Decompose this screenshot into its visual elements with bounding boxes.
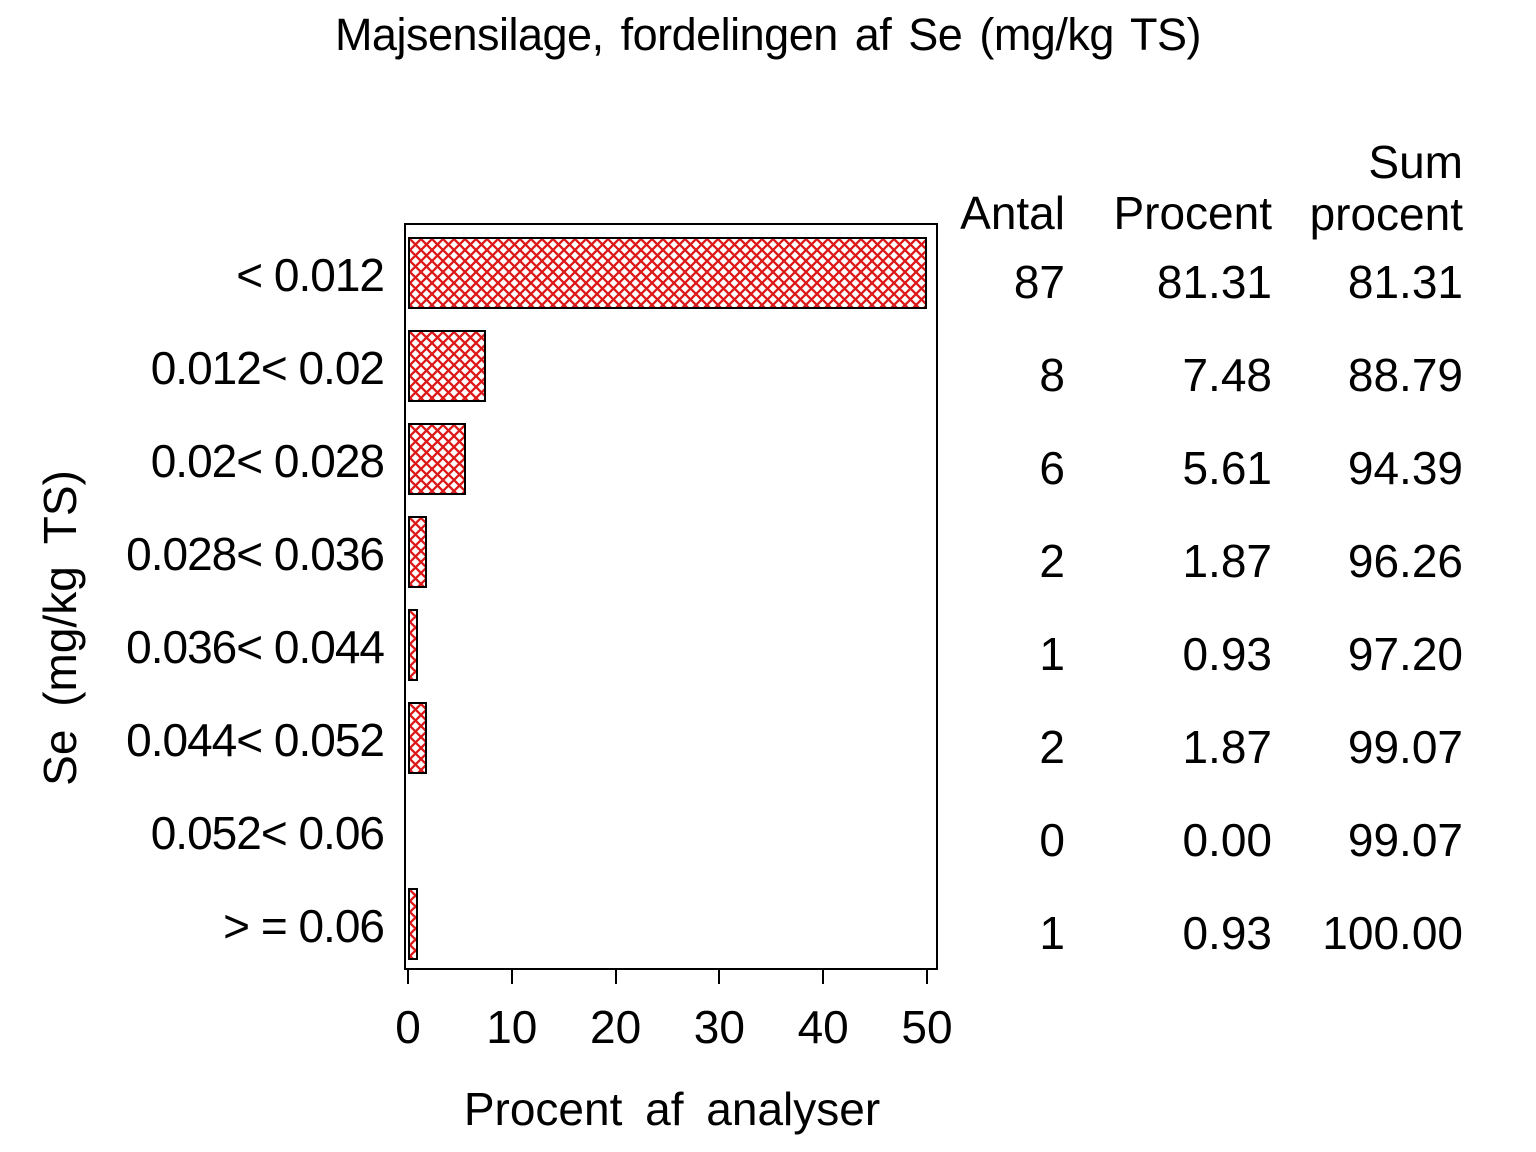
table-header-procent: Procent bbox=[1113, 187, 1272, 239]
table-cell-procent: 1.87 bbox=[1182, 721, 1272, 773]
table-cell-antal: 0 bbox=[1039, 814, 1065, 866]
table-header-antal: Antal bbox=[960, 187, 1065, 239]
bar-0.044< 0.052 bbox=[408, 702, 427, 774]
bar-0.012< 0.02 bbox=[408, 330, 486, 402]
plot-area bbox=[404, 223, 938, 970]
table-cell-sum: 96.26 bbox=[1347, 535, 1463, 587]
table-cell-sum: 94.39 bbox=[1347, 442, 1463, 494]
table-cell-procent: 5.61 bbox=[1182, 442, 1272, 494]
table-cell-antal: 8 bbox=[1039, 349, 1065, 401]
category-label: 0.036< 0.044 bbox=[126, 621, 385, 673]
table-cell-sum: 100.00 bbox=[1322, 907, 1463, 959]
category-label: > = 0.06 bbox=[223, 900, 385, 952]
category-label: 0.028< 0.036 bbox=[126, 528, 385, 580]
category-label: 0.012< 0.02 bbox=[150, 342, 385, 394]
category-label: < 0.012 bbox=[236, 249, 385, 301]
table-cell-sum: 97.20 bbox=[1347, 628, 1463, 680]
table-cell-antal: 87 bbox=[1013, 256, 1065, 308]
bar-0.02< 0.028 bbox=[408, 423, 466, 495]
category-label: 0.052< 0.06 bbox=[150, 807, 385, 859]
table-cell-antal: 6 bbox=[1039, 442, 1065, 494]
x-tick-label: 30 bbox=[693, 1001, 745, 1053]
table-cell-procent: 0.93 bbox=[1182, 907, 1272, 959]
x-tick-label: 10 bbox=[486, 1001, 538, 1053]
table-header-sum-procent: Sum procent bbox=[1309, 136, 1463, 240]
bar-0.028< 0.036 bbox=[408, 516, 427, 588]
chart-title: Majsensilage, fordelingen af Se (mg/kg T… bbox=[334, 9, 1202, 60]
table-cell-procent: 7.48 bbox=[1182, 349, 1272, 401]
table-cell-sum: 99.07 bbox=[1347, 814, 1463, 866]
y-axis-title: Se (mg/kg TS) bbox=[34, 470, 86, 786]
x-tick bbox=[510, 970, 513, 984]
x-tick-label: 50 bbox=[901, 1001, 953, 1053]
table-cell-antal: 1 bbox=[1039, 628, 1065, 680]
bar-> = 0.06 bbox=[408, 888, 418, 960]
table-cell-antal: 2 bbox=[1039, 721, 1065, 773]
x-tick bbox=[407, 970, 409, 984]
table-cell-procent: 0.00 bbox=[1182, 814, 1272, 866]
table-cell-procent: 1.87 bbox=[1182, 535, 1272, 587]
table-cell-procent: 0.93 bbox=[1182, 628, 1272, 680]
x-tick bbox=[926, 970, 928, 984]
x-tick-label: 20 bbox=[590, 1001, 642, 1053]
bar-0.036< 0.044 bbox=[408, 609, 418, 681]
table-cell-antal: 2 bbox=[1039, 535, 1065, 587]
x-tick bbox=[718, 970, 721, 984]
table-cell-sum: 99.07 bbox=[1347, 721, 1463, 773]
x-tick-label: 0 bbox=[395, 1001, 421, 1053]
category-label: 0.044< 0.052 bbox=[126, 714, 385, 766]
x-tick bbox=[822, 970, 825, 984]
category-label: 0.02< 0.028 bbox=[150, 435, 385, 487]
table-cell-procent: 81.31 bbox=[1156, 256, 1272, 308]
x-axis-title: Procent af analyser bbox=[463, 1083, 881, 1135]
table-cell-sum: 81.31 bbox=[1347, 256, 1463, 308]
table-cell-sum: 88.79 bbox=[1347, 349, 1463, 401]
bar-< 0.012 bbox=[408, 237, 927, 309]
x-tick bbox=[614, 970, 617, 984]
x-tick-label: 40 bbox=[797, 1001, 849, 1053]
table-cell-antal: 1 bbox=[1039, 907, 1065, 959]
